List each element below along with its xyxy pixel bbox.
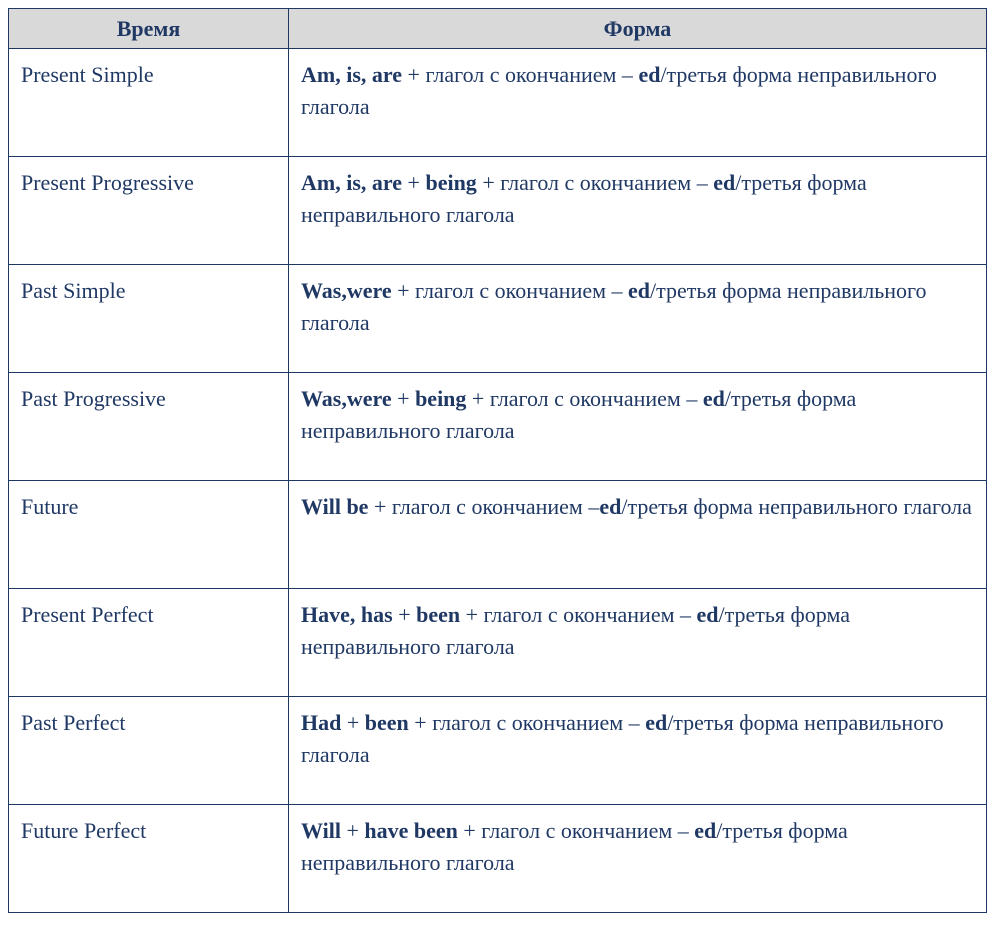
form-text: +: [341, 710, 364, 735]
ed-suffix: ed: [599, 494, 621, 519]
have-been-part: have been: [364, 818, 458, 843]
form-cell: Was,were + being + глагол с окончанием –…: [289, 373, 987, 481]
form-text: + глагол с окончанием –: [368, 494, 599, 519]
table-row: Past Progressive Was,were + being + глаг…: [9, 373, 987, 481]
being-part: being: [415, 386, 466, 411]
table-row: Past Perfect Had + been + глагол с оконч…: [9, 697, 987, 805]
form-cell: Am, is, are + глагол с окончанием – ed/т…: [289, 49, 987, 157]
table-row: Present Perfect Have, has + been + глаго…: [9, 589, 987, 697]
aux-verbs: Was,were: [301, 278, 392, 303]
been-part: been: [416, 602, 460, 627]
ed-suffix: ed: [628, 278, 650, 303]
tense-cell: Past Simple: [9, 265, 289, 373]
form-cell: Had + been + глагол с окончанием – ed/тр…: [289, 697, 987, 805]
form-text: + глагол с окончанием –: [458, 818, 694, 843]
form-text: + глагол с окончанием –: [409, 710, 645, 735]
ed-suffix: ed: [645, 710, 667, 735]
tense-cell: Future Perfect: [9, 805, 289, 913]
form-text: +: [402, 170, 425, 195]
aux-verbs: Have, has: [301, 602, 393, 627]
table-row: Past Simple Was,were + глагол с окончани…: [9, 265, 987, 373]
form-text: + глагол с окончанием –: [402, 62, 638, 87]
header-form: Форма: [289, 9, 987, 49]
ed-suffix: ed: [694, 818, 716, 843]
been-part: been: [365, 710, 409, 735]
table-row: Present Simple Am, is, are + глагол с ок…: [9, 49, 987, 157]
aux-verbs: Am, is, are: [301, 170, 402, 195]
form-cell: Was,were + глагол с окончанием – ed/трет…: [289, 265, 987, 373]
form-text: +: [341, 818, 364, 843]
header-tense: Время: [9, 9, 289, 49]
form-text: /третья форма неправильного глагола: [621, 494, 972, 519]
form-cell: Will be + глагол с окончанием –ed/третья…: [289, 481, 987, 589]
table-row: Future Perfect Will + have been + глагол…: [9, 805, 987, 913]
tense-cell: Past Perfect: [9, 697, 289, 805]
form-text: + глагол с окончанием –: [477, 170, 713, 195]
ed-suffix: ed: [703, 386, 725, 411]
tense-cell: Present Simple: [9, 49, 289, 157]
table-header-row: Время Форма: [9, 9, 987, 49]
form-text: +: [392, 386, 415, 411]
form-text: + глагол с окончанием –: [392, 278, 628, 303]
aux-verbs: Will be: [301, 494, 368, 519]
form-cell: Will + have been + глагол с окончанием –…: [289, 805, 987, 913]
form-cell: Am, is, are + being + глагол с окончание…: [289, 157, 987, 265]
aux-verbs: Was,were: [301, 386, 392, 411]
aux-verbs: Will: [301, 818, 341, 843]
tense-cell: Future: [9, 481, 289, 589]
aux-verbs: Had: [301, 710, 341, 735]
form-text: +: [393, 602, 416, 627]
ed-suffix: ed: [697, 602, 719, 627]
tense-cell: Present Perfect: [9, 589, 289, 697]
ed-suffix: ed: [638, 62, 660, 87]
form-text: + глагол с окончанием –: [466, 386, 702, 411]
tense-cell: Past Progressive: [9, 373, 289, 481]
passive-voice-table: Время Форма Present Simple Am, is, are +…: [8, 8, 987, 913]
table-row: Present Progressive Am, is, are + being …: [9, 157, 987, 265]
aux-verbs: Am, is, are: [301, 62, 402, 87]
form-cell: Have, has + been + глагол с окончанием –…: [289, 589, 987, 697]
tense-cell: Present Progressive: [9, 157, 289, 265]
table-row: Future Will be + глагол с окончанием –ed…: [9, 481, 987, 589]
form-text: + глагол с окончанием –: [460, 602, 696, 627]
ed-suffix: ed: [713, 170, 735, 195]
being-part: being: [425, 170, 476, 195]
